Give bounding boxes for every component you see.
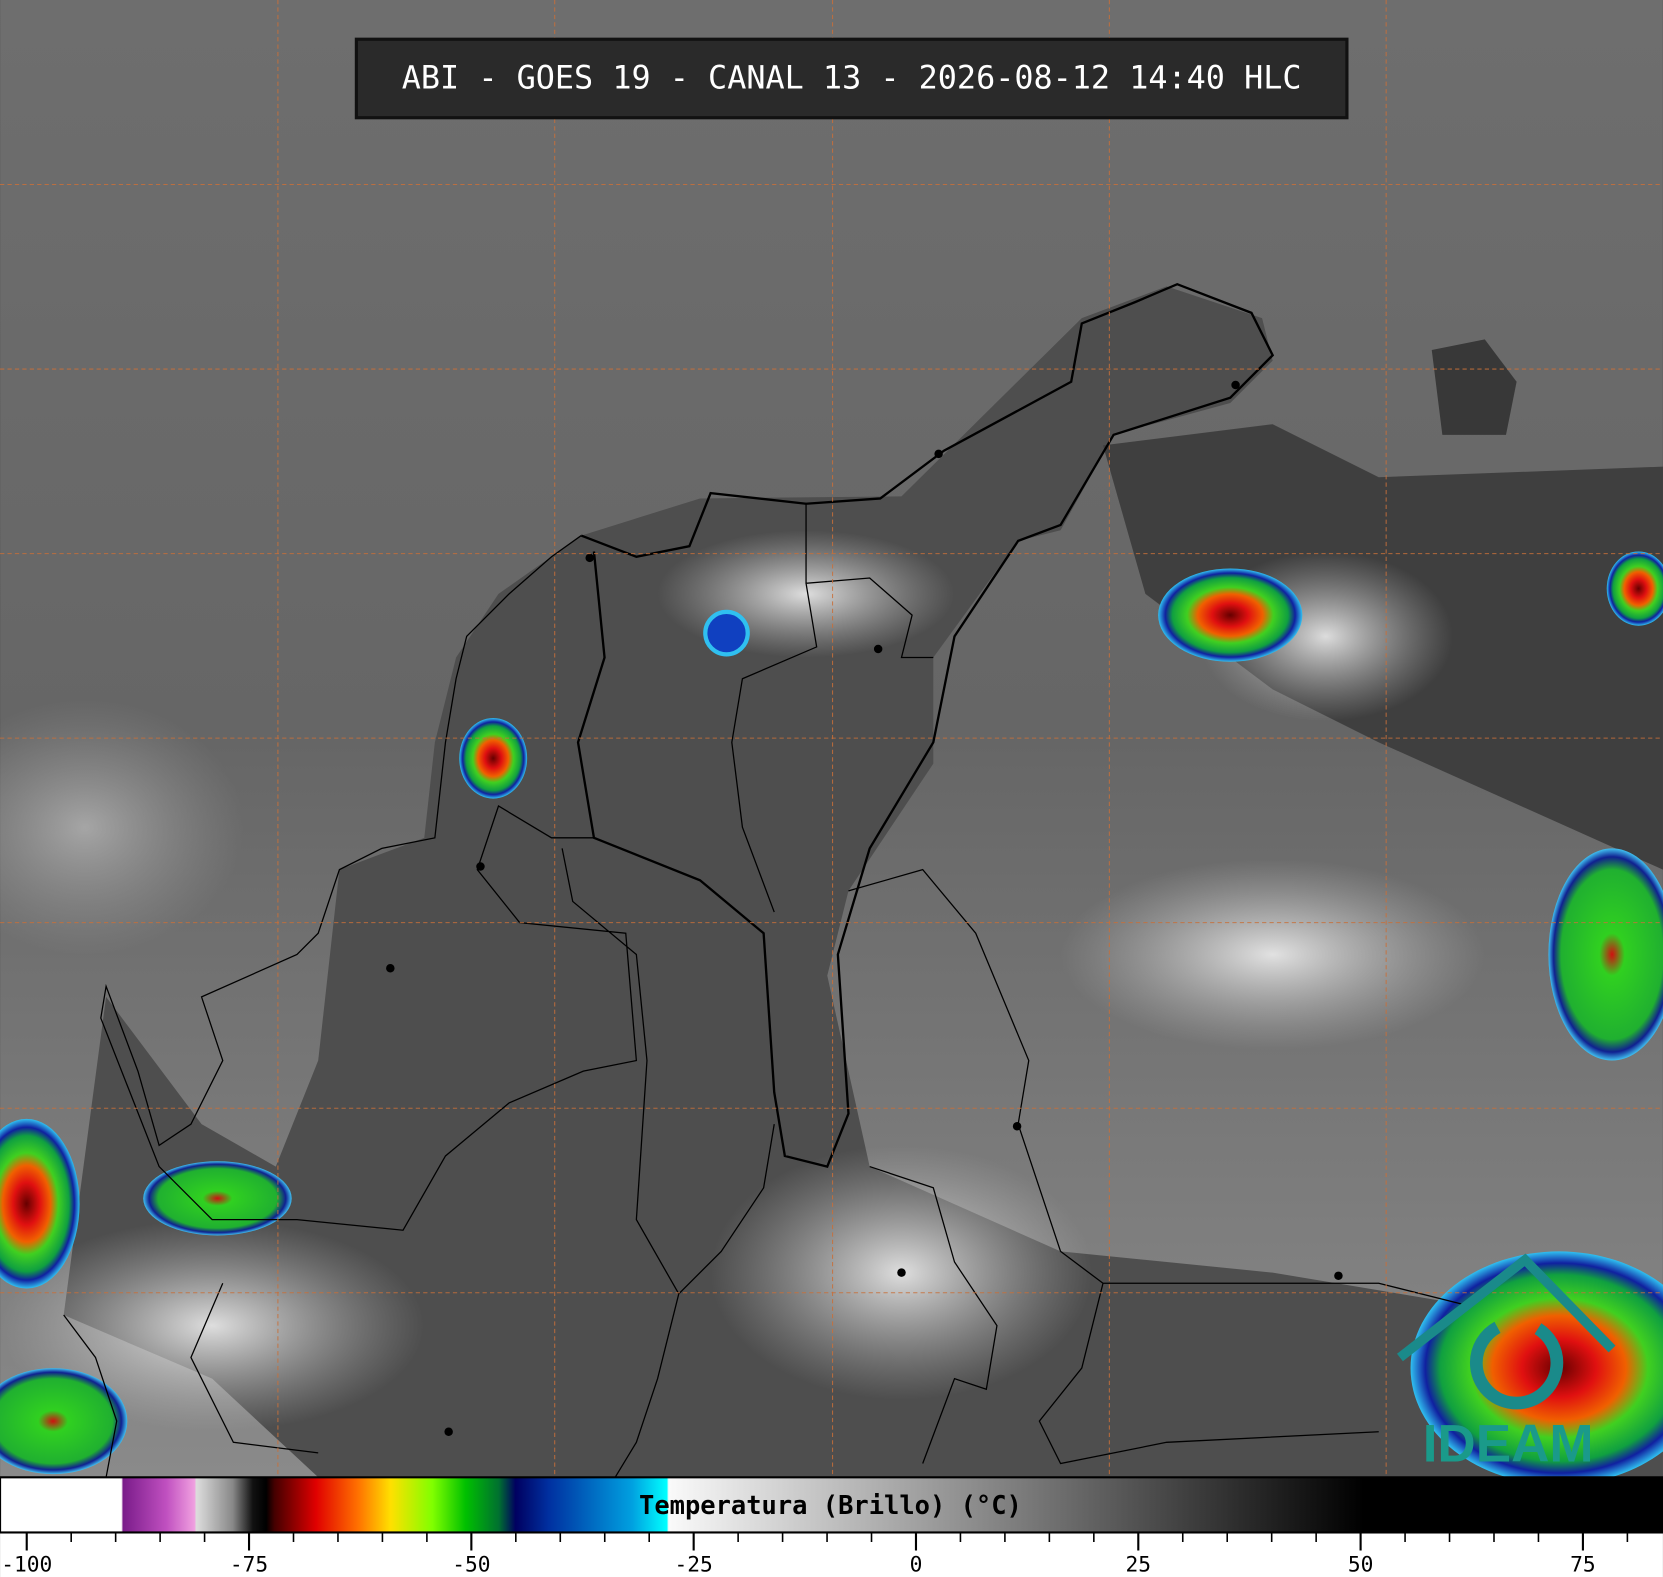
coastline bbox=[576, 282, 1275, 1168]
colorbar: Temperatura (Brillo) (°C) -100 -75 -50 -25 0… bbox=[0, 1476, 1663, 1577]
logo-swirl bbox=[1469, 1316, 1564, 1410]
city-dot bbox=[476, 862, 485, 871]
logo-roof bbox=[1397, 1253, 1616, 1362]
city-dot bbox=[1231, 380, 1240, 390]
storm bbox=[0, 1368, 128, 1475]
storm bbox=[1606, 551, 1663, 626]
city-dot bbox=[444, 1427, 453, 1436]
colorbar-scale bbox=[0, 1476, 1663, 1534]
city-dot bbox=[1334, 1271, 1343, 1281]
storm bbox=[1548, 848, 1663, 1061]
storm bbox=[459, 717, 528, 799]
city-dot bbox=[873, 644, 883, 654]
tick-label: 75 bbox=[1570, 1552, 1596, 1577]
cloud bbox=[1060, 859, 1485, 1050]
logo: IDEAM bbox=[1397, 1253, 1616, 1474]
cloud bbox=[0, 699, 244, 955]
title-background bbox=[354, 37, 1349, 120]
imagery bbox=[0, 0, 1663, 1485]
tick-label: 50 bbox=[1348, 1552, 1374, 1577]
title-box: ABI - GOES 19 - CANAL 13 - 2026-08-12 14… bbox=[354, 37, 1349, 120]
city-dot bbox=[386, 964, 395, 973]
island bbox=[1431, 339, 1517, 435]
storm bbox=[1158, 568, 1303, 662]
tick-label: -25 bbox=[675, 1552, 713, 1577]
storm bbox=[0, 1118, 80, 1289]
logo-text: IDEAM bbox=[1423, 1415, 1594, 1474]
cloud bbox=[0, 1219, 425, 1432]
tick-label: -100 bbox=[1, 1552, 52, 1577]
colorbar-label: Temperatura (Brillo) (°C) bbox=[639, 1491, 1022, 1521]
land bbox=[63, 286, 1663, 1478]
axis-background bbox=[0, 1532, 1663, 1577]
borders bbox=[63, 503, 1464, 1478]
city-dot bbox=[1012, 1122, 1022, 1131]
storm bbox=[703, 609, 750, 657]
tick-label: 0 bbox=[910, 1552, 923, 1577]
city-dot bbox=[934, 449, 943, 459]
tick-label: -75 bbox=[230, 1552, 268, 1577]
graticule bbox=[0, 0, 1663, 1478]
storm bbox=[1410, 1251, 1663, 1485]
cities bbox=[386, 380, 1343, 1436]
storm bbox=[143, 1161, 292, 1236]
tick-label: 25 bbox=[1126, 1552, 1152, 1577]
tick-label: -50 bbox=[452, 1552, 490, 1577]
title: ABI - GOES 19 - CANAL 13 - 2026-08-12 14… bbox=[402, 59, 1302, 97]
city-dot bbox=[585, 553, 594, 563]
city-dot bbox=[897, 1268, 906, 1277]
